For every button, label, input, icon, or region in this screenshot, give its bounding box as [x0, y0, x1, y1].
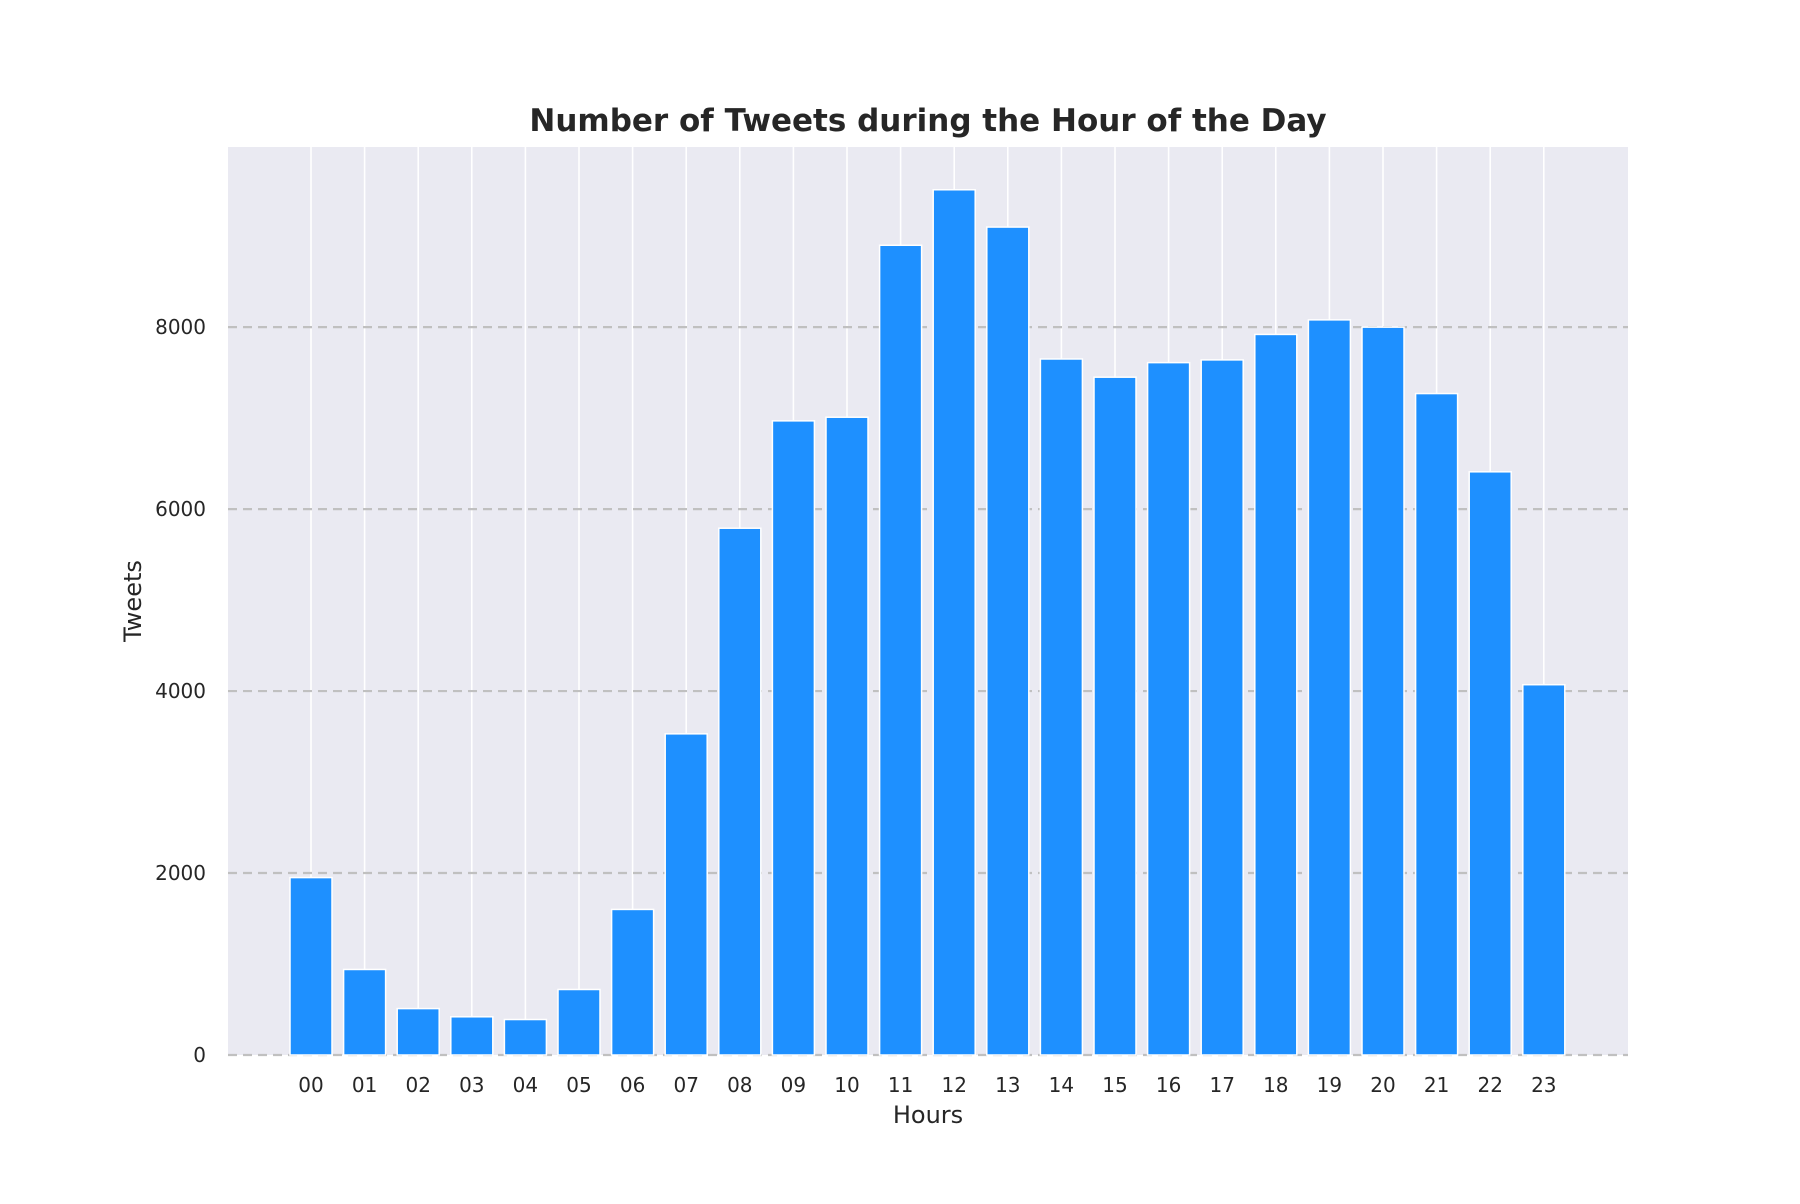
bar-16	[1146, 361, 1191, 1056]
x-tick-label: 22	[1477, 1073, 1502, 1097]
y-tick-label: 8000	[155, 315, 206, 339]
x-tick-label: 16	[1156, 1073, 1181, 1097]
bar-01	[342, 968, 387, 1056]
x-tick-label: 18	[1263, 1073, 1288, 1097]
bar-04	[503, 1018, 548, 1056]
x-tick-label: 21	[1424, 1073, 1449, 1097]
x-tick-label: 10	[834, 1073, 859, 1097]
x-tick-label: 19	[1317, 1073, 1342, 1097]
bar-18	[1254, 333, 1298, 1056]
y-tick-label: 2000	[155, 861, 206, 885]
y-axis-label: Tweets	[119, 560, 147, 643]
y-tick-label: 4000	[155, 679, 206, 703]
y-tick-label: 0	[193, 1043, 206, 1067]
bar-00	[289, 876, 333, 1056]
bar-19	[1307, 319, 1352, 1056]
bar-20	[1361, 326, 1405, 1056]
bar-05	[557, 988, 601, 1056]
x-tick-label: 17	[1209, 1073, 1234, 1097]
bar-15	[1093, 376, 1137, 1056]
bar-13	[986, 226, 1030, 1056]
bar-09	[771, 420, 816, 1056]
bar-11	[878, 244, 923, 1056]
bar-02	[396, 1007, 440, 1056]
x-tick-label: 23	[1531, 1073, 1556, 1097]
x-tick-label: 03	[459, 1073, 484, 1097]
chart-title: Number of Tweets during the Hour of the …	[529, 103, 1326, 139]
bar-07	[664, 733, 708, 1056]
x-tick-label: 11	[888, 1073, 913, 1097]
x-tick-label: 01	[352, 1073, 377, 1097]
bar-14	[1039, 358, 1084, 1056]
bar-23	[1522, 683, 1566, 1056]
x-tick-label: 02	[405, 1073, 430, 1097]
x-tick-label: 20	[1370, 1073, 1395, 1097]
bar-08	[718, 527, 762, 1056]
x-tick-label: 13	[995, 1073, 1020, 1097]
x-tick-label: 08	[727, 1073, 752, 1097]
bar-12	[932, 189, 976, 1056]
x-tick-labels: 00 01 02 03 04 05 06 07 08 09 10 11 12 13 14 15 16 17 18 19…	[298, 1073, 1556, 1097]
bar-03	[450, 1016, 494, 1056]
x-tick-label: 06	[620, 1073, 645, 1097]
bar-10	[825, 416, 869, 1056]
bar-06	[610, 908, 655, 1056]
x-axis-label: Hours	[893, 1101, 963, 1129]
x-tick-label: 12	[941, 1073, 966, 1097]
x-tick-label: 00	[298, 1073, 323, 1097]
bar-17	[1200, 359, 1244, 1056]
y-tick-labels: 0 2000 4000 6000 8000	[155, 315, 206, 1067]
x-tick-label: 15	[1102, 1073, 1127, 1097]
x-tick-label: 04	[513, 1073, 538, 1097]
x-tick-label: 07	[673, 1073, 698, 1097]
bar-21	[1414, 392, 1459, 1056]
y-tick-label: 6000	[155, 497, 206, 521]
x-tick-label: 09	[781, 1073, 806, 1097]
x-tick-label: 05	[566, 1073, 591, 1097]
bar-22	[1468, 471, 1512, 1056]
bars	[289, 189, 1566, 1056]
x-tick-label: 14	[1049, 1073, 1074, 1097]
